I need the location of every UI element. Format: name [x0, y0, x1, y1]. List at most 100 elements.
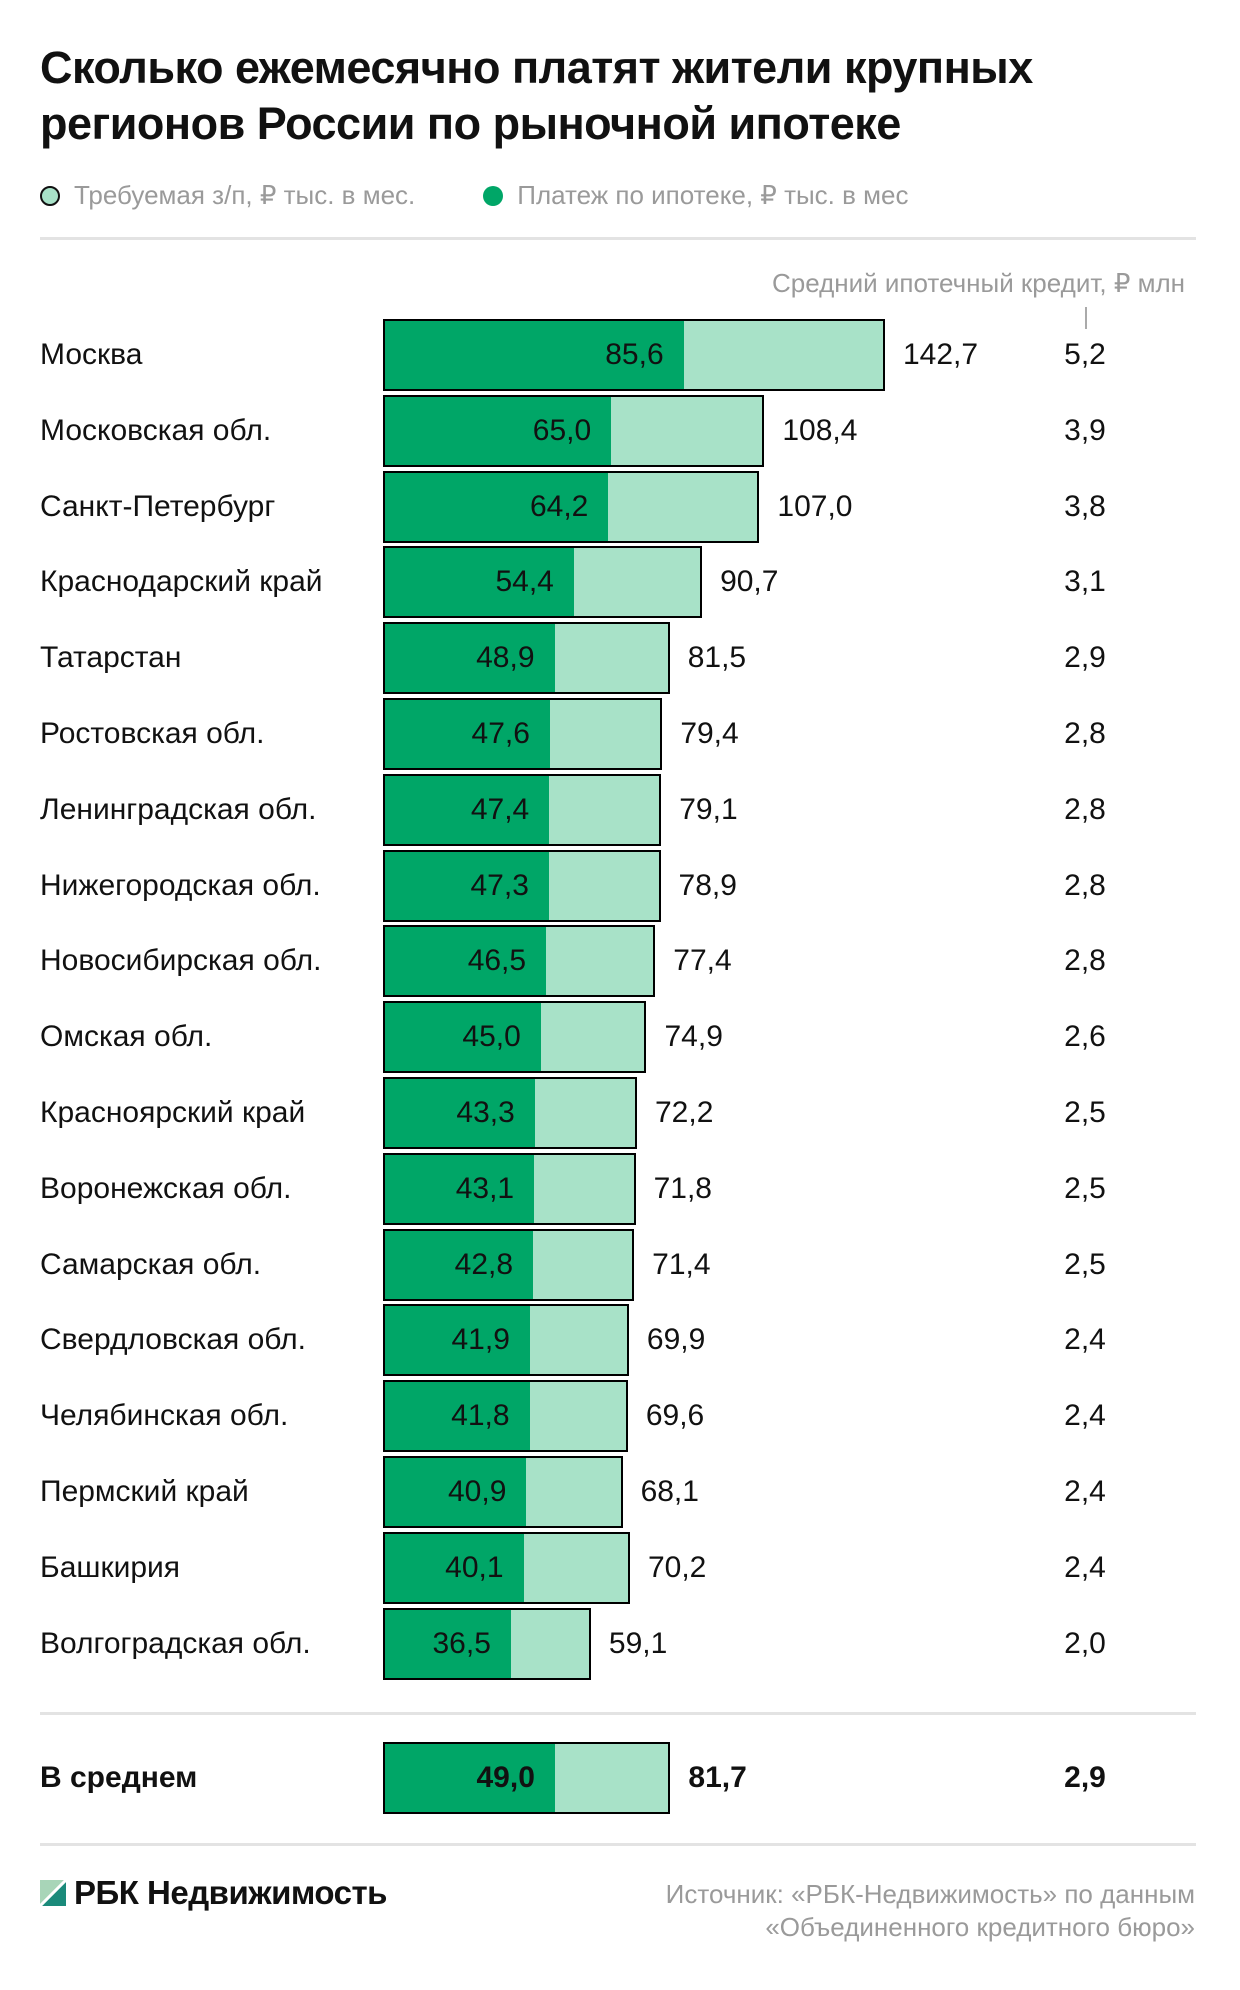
bar-row: Московская обл. 65,0 108,4 3,9: [0, 394, 1240, 467]
loan-value-label: 2,5: [1064, 1247, 1106, 1281]
salary-bar: 54,4: [383, 546, 703, 619]
category-label: Санкт-Петербург: [40, 489, 276, 523]
payment-bar: 47,6: [385, 700, 550, 768]
payment-bar: 40,9: [385, 1458, 527, 1526]
salary-bar: 40,1: [383, 1531, 630, 1604]
salary-bar: 46,5: [383, 925, 656, 998]
divider: [40, 1712, 1196, 1715]
salary-value-label: 78,9: [678, 868, 737, 902]
salary-value-label: 142,7: [903, 338, 979, 371]
payment-bar: 41,9: [385, 1306, 530, 1375]
salary-value-label: 107,0: [777, 489, 853, 523]
payment-value-label: 64,2: [529, 489, 589, 523]
salary-bar: 40,9: [383, 1456, 623, 1528]
salary-bar: 47,4: [383, 773, 662, 846]
salary-bar: 42,8: [383, 1228, 635, 1301]
category-label: Москва: [40, 338, 143, 371]
salary-value-label: 90,7: [720, 565, 779, 599]
loan-value-label: 5,2: [1064, 338, 1106, 371]
bar-row: Санкт-Петербург 64,2 107,0 3,8: [0, 470, 1240, 543]
salary-value-label: 69,9: [646, 1323, 706, 1357]
bar-row: Челябинская обл. 41,8 69,6 2,4: [0, 1380, 1240, 1453]
payment-value-label: 45,0: [462, 1020, 521, 1054]
loan-value-label: 2,4: [1064, 1475, 1106, 1508]
divider: [40, 1843, 1196, 1846]
payment-value-label: 46,5: [467, 944, 527, 978]
payment-value-label: 42,8: [454, 1247, 514, 1281]
payment-bar: 43,3: [385, 1079, 535, 1147]
payment-value-label: 54,4: [495, 565, 554, 599]
loan-value-label: 2,4: [1064, 1399, 1106, 1433]
salary-bar: 43,3: [383, 1077, 637, 1149]
divider: [40, 237, 1196, 240]
payment-bar: 36,5: [385, 1609, 511, 1678]
legend-item-payment: Платеж по ипотеке, ₽ тыс. в мес: [483, 180, 908, 211]
category-label: Московская обл.: [40, 413, 272, 447]
rbc-logo-icon: [40, 1880, 66, 1906]
bar-row: Красноярский край 43,3 72,2 2,5: [0, 1077, 1240, 1149]
category-label: Самарская обл.: [40, 1247, 262, 1281]
payment-bar: 42,8: [385, 1230, 534, 1299]
payment-value-label: 36,5: [432, 1626, 491, 1660]
bar-row: Татарстан 48,9 81,5 2,9: [0, 622, 1240, 695]
logo-text: РБК Недвижимость: [74, 1874, 387, 1911]
category-label: Воронежская обл.: [40, 1171, 292, 1205]
loan-value-label: 2,8: [1064, 717, 1106, 750]
loan-value-label: 2,5: [1064, 1096, 1106, 1129]
salary-bar: 45,0: [383, 1001, 647, 1074]
salary-value-label: 81,5: [687, 641, 747, 675]
salary-value-label: 70,2: [647, 1550, 707, 1584]
legend-label: Требуемая з/п, ₽ тыс. в мес.: [74, 180, 416, 210]
loan-column-tick: [1085, 307, 1087, 329]
average-salary-label: 81,7: [688, 1761, 747, 1794]
category-label: Башкирия: [40, 1550, 181, 1584]
average-row: В среднем 49,0 81,7 2,9: [0, 1742, 1240, 1814]
payment-bar: 46,5: [385, 927, 547, 996]
average-payment-bar: 49,0: [385, 1744, 555, 1812]
salary-bar: 65,0: [383, 394, 765, 467]
payment-value-label: 85,6: [605, 338, 664, 371]
source-note: Источник: «РБК-Недвижимость» по данным «…: [666, 1878, 1195, 1944]
category-label: Ростовская обл.: [40, 717, 265, 750]
category-label: Красноярский край: [40, 1096, 306, 1129]
average-salary-bar: 49,0: [383, 1742, 671, 1814]
loan-value-label: 3,8: [1064, 489, 1106, 523]
salary-bar: 48,9: [383, 622, 670, 695]
salary-value-label: 59,1: [608, 1626, 668, 1660]
salary-value-label: 79,1: [679, 792, 738, 826]
bar-row: Омская обл. 45,0 74,9 2,6: [0, 1001, 1240, 1074]
category-label: Нижегородская обл.: [40, 868, 321, 902]
payment-value-label: 41,8: [451, 1399, 510, 1433]
salary-bar: 47,6: [383, 698, 663, 770]
payment-bar: 40,1: [385, 1533, 524, 1602]
chart-title: Сколько ежемесячно платят жители крупных…: [40, 42, 1033, 149]
loan-value-label: 3,1: [1064, 565, 1106, 599]
legend: Требуемая з/п, ₽ тыс. в мес. Платеж по и…: [40, 180, 908, 211]
payment-bar: 64,2: [385, 472, 609, 541]
category-label: Ленинградская обл.: [40, 792, 317, 826]
bar-row: Башкирия 40,1 70,2 2,4: [0, 1531, 1240, 1604]
payment-bar: 54,4: [385, 548, 574, 617]
bar-row: Пермский край 40,9 68,1 2,4: [0, 1456, 1240, 1528]
legend-swatch-light-icon: [40, 185, 60, 206]
category-label: Краснодарский край: [40, 565, 323, 599]
source-line: «Объединенного кредитного бюро»: [765, 1912, 1195, 1942]
payment-bar: 48,9: [385, 624, 555, 693]
salary-bar: 64,2: [383, 470, 760, 543]
payment-bar: 47,4: [385, 775, 550, 844]
payment-value-label: 47,4: [470, 792, 530, 826]
category-label: Волгоградская обл.: [40, 1626, 311, 1660]
salary-value-label: 68,1: [640, 1475, 699, 1508]
payment-value-label: 65,0: [532, 413, 592, 447]
salary-bar: 43,1: [383, 1152, 636, 1225]
category-label: Омская обл.: [40, 1020, 213, 1054]
loan-value-label: 2,8: [1064, 944, 1106, 978]
loan-value-label: 2,5: [1064, 1171, 1106, 1205]
bar-row: Воронежская обл. 43,1 71,8 2,5: [0, 1152, 1240, 1225]
salary-value-label: 71,8: [653, 1171, 712, 1205]
loan-value-label: 2,4: [1064, 1323, 1106, 1357]
bar-row: Свердловская обл. 41,9 69,9 2,4: [0, 1304, 1240, 1377]
payment-value-label: 43,1: [455, 1171, 515, 1205]
loan-value-label: 2,4: [1064, 1550, 1106, 1584]
salary-value-label: 71,4: [652, 1247, 711, 1281]
